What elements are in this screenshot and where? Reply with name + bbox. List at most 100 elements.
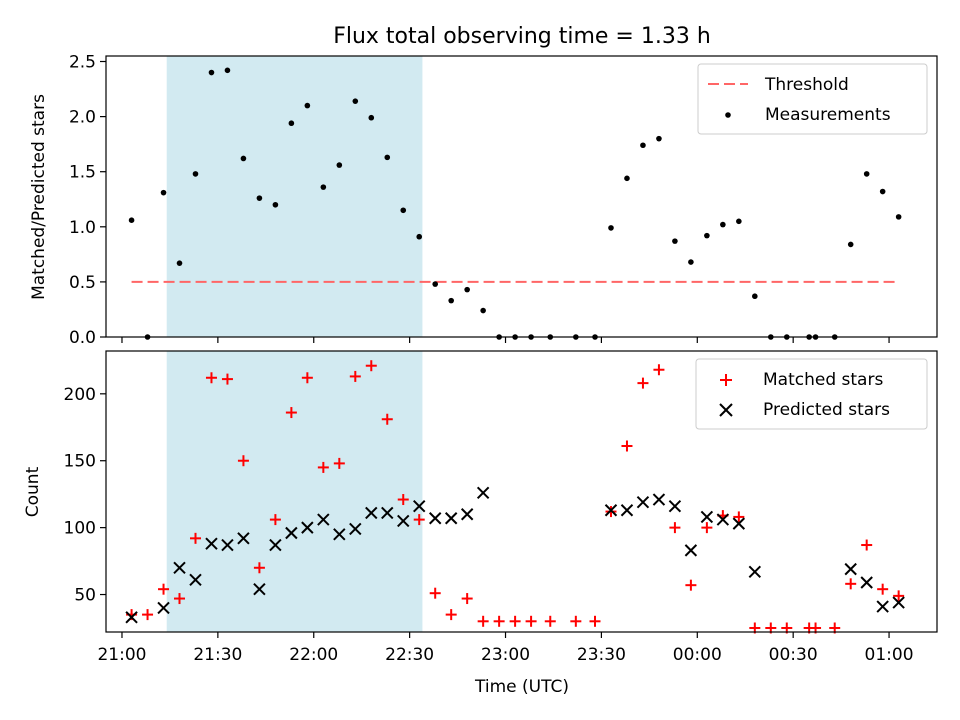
predicted-star-point [397,514,410,528]
predicted-star-point [684,544,698,557]
x-tick-label: 23:30 [577,645,626,665]
measurement-point [895,214,902,220]
predicted-star-point [365,506,378,520]
measurement-point [400,207,407,214]
top-panel: 0.0 0.5 1.0 1.5 2.0 2.5 Matched/Predicted sta… [29,53,938,348]
matched-star-point [701,522,713,534]
predicted-star-point [237,532,250,545]
x-tick-label: 21:00 [97,645,146,665]
x-tick-label: 00:00 [673,645,722,665]
bottom-y-tick-label: 100 [64,519,96,539]
measurement-point [704,232,710,239]
predicted-star-point [189,573,202,587]
predicted-star-point [317,513,330,526]
predicted-star-point [636,495,650,509]
matched-star-point [621,440,633,452]
matched-star-point [269,514,281,526]
measurement-point [368,114,375,121]
measurement-point [256,195,263,201]
measurement-point [320,184,327,190]
top-y-axis-label: Matched/Predicted stars [29,94,49,300]
predicted-star-point [844,562,857,576]
x-tick-label: 22:00 [289,645,338,665]
matched-star-point [877,583,889,595]
measurement-point [176,260,183,266]
predicted-star-point [732,517,746,530]
measurement-point [464,286,470,293]
predicted-star-point [157,601,170,615]
measurement-point [432,281,439,287]
predicted-star-point [892,596,905,609]
top-y-tick-label: 0.5 [69,273,96,293]
measurement-point [448,297,454,304]
matched-star-point [544,615,556,627]
matched-star-point [589,615,601,627]
matched-star-point [221,373,233,385]
predicted-star-point [173,561,186,574]
predicted-star-point [652,493,666,506]
measurements-legend-swatch [725,112,731,118]
measurement-point [192,171,199,177]
measurement-point [208,69,215,76]
predicted-star-point [476,486,490,500]
matched-star-point [142,609,154,621]
bottom-x-axis: 21:00 21:30 22:00 22:30 23:00 23:30 00:00 00:30… [97,632,914,665]
measurement-point [272,201,279,208]
measurement-point [847,241,854,248]
predicted-star-point [876,600,889,613]
predicted-star-point [205,537,218,550]
measurement-point [384,154,391,161]
matched-star-point [333,457,345,469]
x-tick-label: 22:30 [385,645,434,665]
measurement-point [128,217,135,223]
measurement-point [608,225,614,231]
predicted-stars-series [125,486,905,624]
matched-legend-swatch [720,374,732,386]
matched-star-point [349,370,361,382]
bottom-y-tick-label: 150 [64,452,96,472]
predicted-star-point [700,510,714,524]
measurement-point [640,142,646,149]
x-tick-label: 23:00 [481,645,530,665]
threshold-legend-label: Threshold [764,75,849,95]
measurement-point [752,293,758,300]
measurement-point [160,189,167,196]
bottom-legend: Matched stars Predicted stars [695,358,928,430]
matched-star-point [845,578,857,590]
matched-star-point [493,615,505,627]
measurements-series [128,67,902,340]
matched-star-point [381,413,393,425]
predicted-star-point [285,526,298,540]
predicted-star-point [604,504,618,517]
top-y-tick-label: 2.5 [69,53,96,73]
measurement-point [224,67,231,74]
matched-star-point [893,590,905,602]
measurement-point [304,102,311,109]
measurements-legend-label: Measurements [765,105,891,125]
matched-star-point [205,372,217,384]
matched-star-point [413,514,425,526]
predicted-legend-swatch [719,403,733,417]
matched-star-point [301,372,313,384]
matched-star-point [189,532,201,544]
measurement-point [720,221,726,228]
measurement-point [863,171,870,177]
matched-star-point [365,360,377,372]
x-axis-label: Time (UTC) [474,677,569,697]
predicted-star-point [125,611,138,624]
matched-star-point [509,615,521,627]
x-tick-label: 00:30 [769,645,818,665]
measurement-point [288,120,295,127]
bottom-y-tick-label: 50 [74,586,96,606]
matched-star-point [653,364,665,376]
top-y-tick-label: 2.0 [69,108,96,128]
bottom-y-axis-label: Count [23,466,43,517]
matched-star-point [158,583,170,595]
matched-star-point [445,609,457,621]
measurement-point [879,188,886,195]
bottom-y-tick-label: 200 [64,385,96,405]
top-legend-box [697,63,928,135]
predicted-star-point [620,504,634,517]
predicted-star-point [860,576,873,589]
matched-star-point [397,494,409,506]
